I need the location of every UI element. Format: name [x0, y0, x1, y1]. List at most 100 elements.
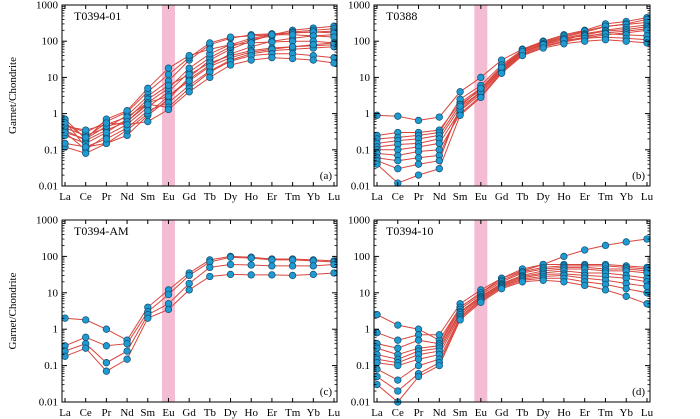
panel-title: T0394-AM	[74, 224, 129, 238]
data-point-s12-Tm	[288, 54, 297, 63]
y-tick-label: 1000	[348, 0, 371, 12]
panel-title: T0394-10	[386, 224, 433, 238]
data-point-s8-Pr	[414, 154, 423, 162]
x-tick-label-Tm: Tm	[285, 407, 301, 419]
y-tick-label: 1000	[36, 0, 59, 12]
data-point-s2-Tm	[288, 256, 297, 264]
data-point-s12-La	[61, 119, 69, 127]
y-tick-label: 100	[42, 36, 59, 48]
data-point-s1-Yb	[622, 238, 630, 246]
data-point-s7-Nd	[123, 107, 131, 115]
x-tick-label-Tm: Tm	[598, 407, 614, 419]
data-point-s10-Tb	[518, 278, 527, 286]
plot-frame	[373, 4, 651, 187]
data-point-s10-Eu	[477, 298, 485, 306]
data-point-s3-Dy	[226, 260, 235, 269]
data-point-s4-Tm	[288, 271, 297, 280]
data-point-s9-La	[61, 139, 69, 148]
data-point-s9-Yb	[622, 285, 630, 293]
data-point-s6-Er	[268, 31, 276, 39]
data-point-s7-Eu	[164, 64, 173, 72]
x-tick-label-Sm: Sm	[140, 407, 155, 419]
data-point-s10-Er	[581, 37, 589, 45]
x-tick-label-Lu: Lu	[641, 191, 654, 203]
x-tick-label-Gd: Gd	[495, 407, 509, 419]
data-point-s2-Ce	[82, 333, 90, 341]
data-point-s4-Tb	[206, 272, 214, 281]
x-tick-label-Sm: Sm	[140, 191, 155, 203]
panel-1: 0.01 0.1 1 10 100 1000 La Ce Pr Nd Sm Eu Gd Tb Dy Ho Er T…	[7, 0, 341, 203]
x-tick-label-Ho: Ho	[557, 407, 571, 419]
data-point-s6-Eu	[164, 70, 173, 79]
x-tick-label-Sm: Sm	[453, 407, 468, 419]
data-point-s3-Gd	[185, 279, 193, 288]
data-point-s10-Tm	[601, 36, 610, 44]
data-point-s4-Ce	[82, 149, 90, 157]
x-tick-label-Nd: Nd	[433, 407, 447, 419]
x-tick-label-La: La	[371, 191, 383, 203]
data-point-s9-Pr	[102, 135, 111, 143]
x-tick-label-La: La	[371, 407, 383, 419]
y-tick-label: 100	[42, 251, 59, 263]
data-point-s9-Pr	[414, 160, 423, 168]
data-point-s2-Nd	[123, 340, 131, 348]
data-point-s1-La	[373, 311, 381, 319]
x-tick-label-Gd: Gd	[182, 407, 196, 419]
data-point-s1-Nd	[435, 113, 443, 121]
data-point-s10-Ce	[82, 126, 90, 134]
data-point-s6-Ho	[247, 32, 255, 40]
x-tick-label-Eu: Eu	[162, 191, 175, 203]
data-point-s1-Er	[581, 246, 589, 254]
data-point-s12-Gd	[185, 88, 193, 96]
data-point-s10-Ho	[560, 278, 568, 286]
x-tick-label-Yb: Yb	[307, 407, 321, 419]
x-tick-label-Gd: Gd	[495, 191, 509, 203]
x-tick-label-Ce: Ce	[392, 407, 404, 419]
x-tick-label-Er: Er	[579, 191, 590, 203]
y-tick-label: 100	[354, 251, 371, 263]
data-point-s3-Ce	[394, 344, 402, 352]
x-tick-label-La: La	[59, 407, 71, 419]
panel-2: 0.01 0.1 1 10 100 1000 La Ce Pr Nd Sm Eu Gd Tb Dy Ho Er T…	[348, 0, 654, 203]
data-point-s7-Dy	[226, 41, 235, 49]
plot-frame	[61, 4, 338, 187]
data-point-s7-Sm	[144, 84, 152, 92]
data-point-s12-Sm	[144, 117, 152, 126]
x-tick-label-Lu: Lu	[328, 191, 341, 203]
data-point-s1-Tm	[601, 241, 610, 250]
plot-frame	[373, 219, 651, 403]
data-point-s2-Eu	[164, 290, 173, 299]
x-tick-label-Tm: Tm	[598, 191, 614, 203]
data-point-s10-Yb	[622, 37, 630, 45]
y-tick-label: 0.01	[351, 181, 370, 193]
y-tick-label: 10	[359, 287, 371, 299]
data-point-s4-Pr	[102, 367, 111, 375]
data-point-s7-Ce	[394, 361, 402, 370]
x-tick-label-Ho: Ho	[245, 407, 259, 419]
data-point-s3-Pr	[414, 336, 423, 344]
data-point-s9-Nd	[435, 157, 443, 165]
data-point-s2-Nd	[435, 331, 443, 339]
y-tick-label: 0.1	[356, 144, 370, 156]
data-point-s12-Tb	[206, 73, 214, 82]
data-point-s10-Eu	[477, 93, 485, 102]
y-tick-label: 10	[359, 72, 371, 84]
data-point-s10-Eu	[164, 92, 173, 100]
x-tick-label-Tm: Tm	[285, 191, 301, 203]
x-tick-label-Nd: Nd	[120, 407, 134, 419]
data-point-s10-Yb	[309, 41, 317, 49]
data-point-s10-Ho	[560, 40, 568, 48]
y-tick-label: 1	[365, 324, 371, 336]
data-point-s3-Gd	[185, 64, 193, 72]
data-point-s3-Er	[268, 262, 276, 270]
data-point-s2-Dy	[226, 253, 235, 261]
x-tick-label-Yb: Yb	[620, 191, 634, 203]
data-point-s6-Tm	[288, 31, 297, 39]
data-point-s6-Nd	[435, 139, 443, 148]
y-tick-label: 1000	[348, 215, 371, 227]
data-point-s10-Gd	[185, 77, 193, 85]
data-point-s9-Ce	[394, 165, 402, 173]
panel-label: (a)	[320, 170, 333, 182]
data-point-s10-Pr	[414, 372, 423, 381]
x-tick-label-Dy: Dy	[224, 407, 238, 419]
